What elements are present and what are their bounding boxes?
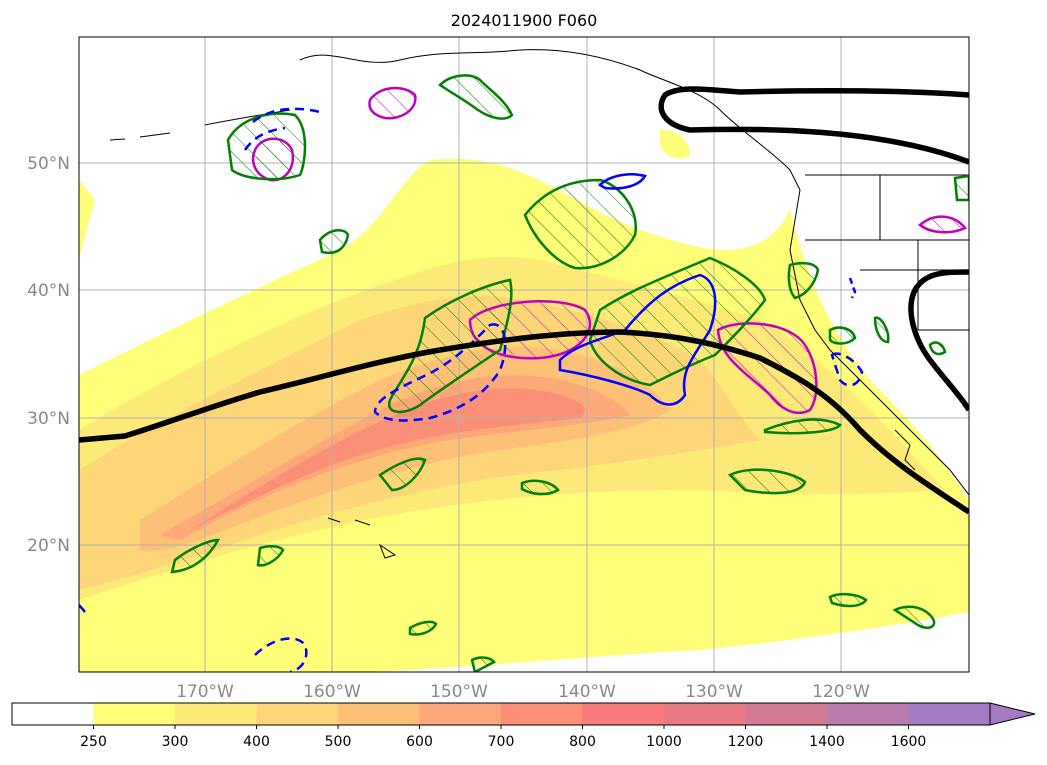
colorbar-segment: [256, 703, 339, 725]
colorbar-tick-label: 1000: [646, 734, 682, 750]
map-title: 2024011900 F060: [451, 11, 598, 30]
colorbar-segment: [419, 703, 502, 725]
colorbar-tick-label: 500: [325, 734, 352, 750]
colorbar-extend-arrow: [989, 702, 1036, 726]
colorbar-segment: [12, 703, 94, 725]
colorbar-segment: [745, 703, 828, 725]
colorbar-tick-label: 400: [243, 734, 270, 750]
lon-label-140w: 140°W: [558, 682, 616, 702]
colorbar: 250 300 400 500 600 700 800 1000 1200 1400 1600: [11, 702, 1036, 750]
lat-label-40n: 40°N: [27, 281, 70, 301]
colorbar-segment: [582, 703, 665, 725]
colorbar-segment: [827, 703, 909, 725]
jet-axes: [79, 86, 969, 515]
colorbar-segment: [501, 703, 583, 725]
lat-label-50n: 50°N: [27, 154, 70, 174]
map-frame: [78, 36, 970, 673]
colorbar-tick-label: 1200: [728, 734, 764, 750]
colorbar-tick-label: 600: [406, 734, 433, 750]
colorbar-segment: [175, 703, 257, 725]
lat-label-20n: 20°N: [27, 536, 70, 556]
colorbar-tick-label: 1600: [891, 734, 927, 750]
lon-label-120w: 120°W: [812, 682, 870, 702]
colorbar-segment: [664, 703, 746, 725]
coastlines: [109, 49, 969, 559]
colorbar-tick-label: 250: [80, 734, 107, 750]
lat-label-30n: 30°N: [27, 409, 70, 429]
colorbar-segment: [93, 703, 176, 725]
lon-label-130w: 130°W: [685, 682, 743, 702]
colorbar-tick-label: 700: [488, 734, 515, 750]
colorbar-tick-label: 1400: [809, 734, 845, 750]
map-area: [79, 37, 969, 672]
colorbar-segment: [338, 703, 420, 725]
lon-label-160w: 160°W: [303, 682, 361, 702]
colorbar-tick-label: 300: [162, 734, 189, 750]
lon-label-170w: 170°W: [176, 682, 234, 702]
lon-label-150w: 150°W: [430, 682, 488, 702]
colorbar-segment: [908, 703, 991, 725]
colorbar-tick-label: 800: [569, 734, 596, 750]
